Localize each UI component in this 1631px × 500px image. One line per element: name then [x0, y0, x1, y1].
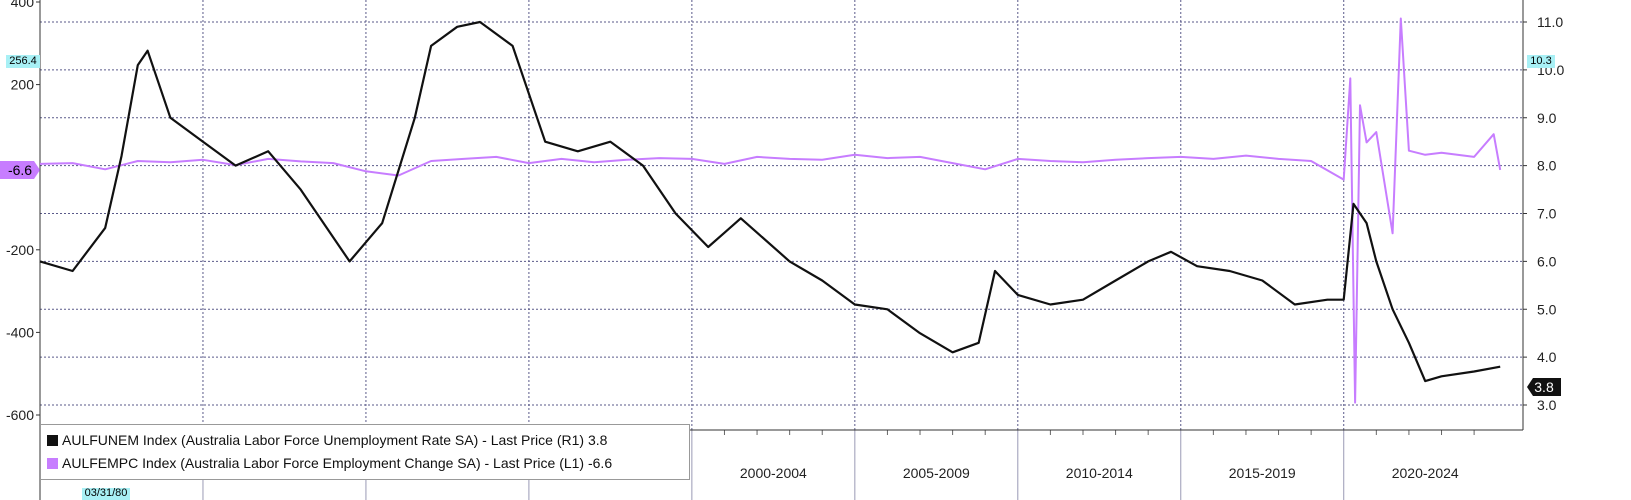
- x-tick-label: 2005-2009: [903, 465, 970, 481]
- right-last-value-tag: 3.8: [1527, 378, 1561, 396]
- left-max-tag: 256.4: [6, 55, 40, 68]
- x-tick-label: 2000-2004: [740, 465, 807, 481]
- x-tick-label: 2010-2014: [1066, 465, 1133, 481]
- legend-swatch-unemployment: [47, 435, 58, 446]
- left-axis-ticks: 400 200 -200 -400 -600: [6, 0, 40, 423]
- x-start-date-tag-shape: [82, 488, 130, 500]
- series-line-unemployment-rate: [39, 20, 1501, 383]
- left-max-tag-shape: [6, 55, 40, 68]
- x-tick-label: 2020-2024: [1392, 465, 1459, 481]
- right-tick-label: 6.0: [1537, 253, 1557, 269]
- legend-item-employment: AULFEMPC Index (Australia Labor Force Em…: [47, 452, 683, 475]
- left-tick-label: -400: [6, 324, 34, 340]
- left-tick-label: -600: [6, 407, 34, 423]
- left-max-tag-text: 256.4: [9, 55, 37, 67]
- left-tick-label: 200: [11, 77, 35, 93]
- left-last-value-tag: -6.6: [0, 161, 40, 179]
- right-tick-label: 4.0: [1537, 349, 1557, 365]
- right-max-tag: 10.3: [1527, 55, 1555, 68]
- legend-label-unemployment: AULFUNEM Index (Australia Labor Force Un…: [62, 432, 608, 448]
- right-last-value-tag-text: 3.8: [1534, 379, 1554, 395]
- right-tick-label: 8.0: [1537, 158, 1557, 174]
- x-start-date-tag: 03/31/80: [82, 487, 130, 500]
- right-tick-label: 5.0: [1537, 301, 1557, 317]
- right-tick-label: 7.0: [1537, 206, 1557, 222]
- legend-label-employment: AULFEMPC Index (Australia Labor Force Em…: [62, 455, 613, 471]
- right-tick-label: 9.0: [1537, 110, 1557, 126]
- left-tick-label: -200: [6, 242, 34, 258]
- x-tick-label: 2015-2019: [1229, 465, 1296, 481]
- legend-item-unemployment: AULFUNEM Index (Australia Labor Force Un…: [47, 429, 683, 452]
- series-lines: [39, 17, 1502, 404]
- series-line-employment-change: [39, 17, 1502, 404]
- left-last-value-tag-text: -6.6: [8, 162, 32, 178]
- right-last-value-tag-shape: [1527, 378, 1561, 396]
- left-last-value-tag-shape: [0, 161, 40, 179]
- chart-legend: AULFUNEM Index (Australia Labor Force Un…: [40, 424, 690, 480]
- left-tick-label: 400: [11, 0, 35, 10]
- right-axis-ticks: 11.010.09.08.07.06.05.04.03.0: [1523, 14, 1564, 413]
- value-tags: 256.4 10.3 -6.6 3.8 03/31/80: [0, 55, 1561, 500]
- legend-swatch-employment: [47, 458, 58, 469]
- right-tick-label: 3.0: [1537, 397, 1557, 413]
- right-tick-label: 11.0: [1537, 14, 1563, 30]
- x-start-date-tag-text: 03/31/80: [85, 487, 128, 499]
- right-max-tag-text: 10.3: [1530, 55, 1551, 67]
- right-max-tag-shape: [1527, 55, 1555, 68]
